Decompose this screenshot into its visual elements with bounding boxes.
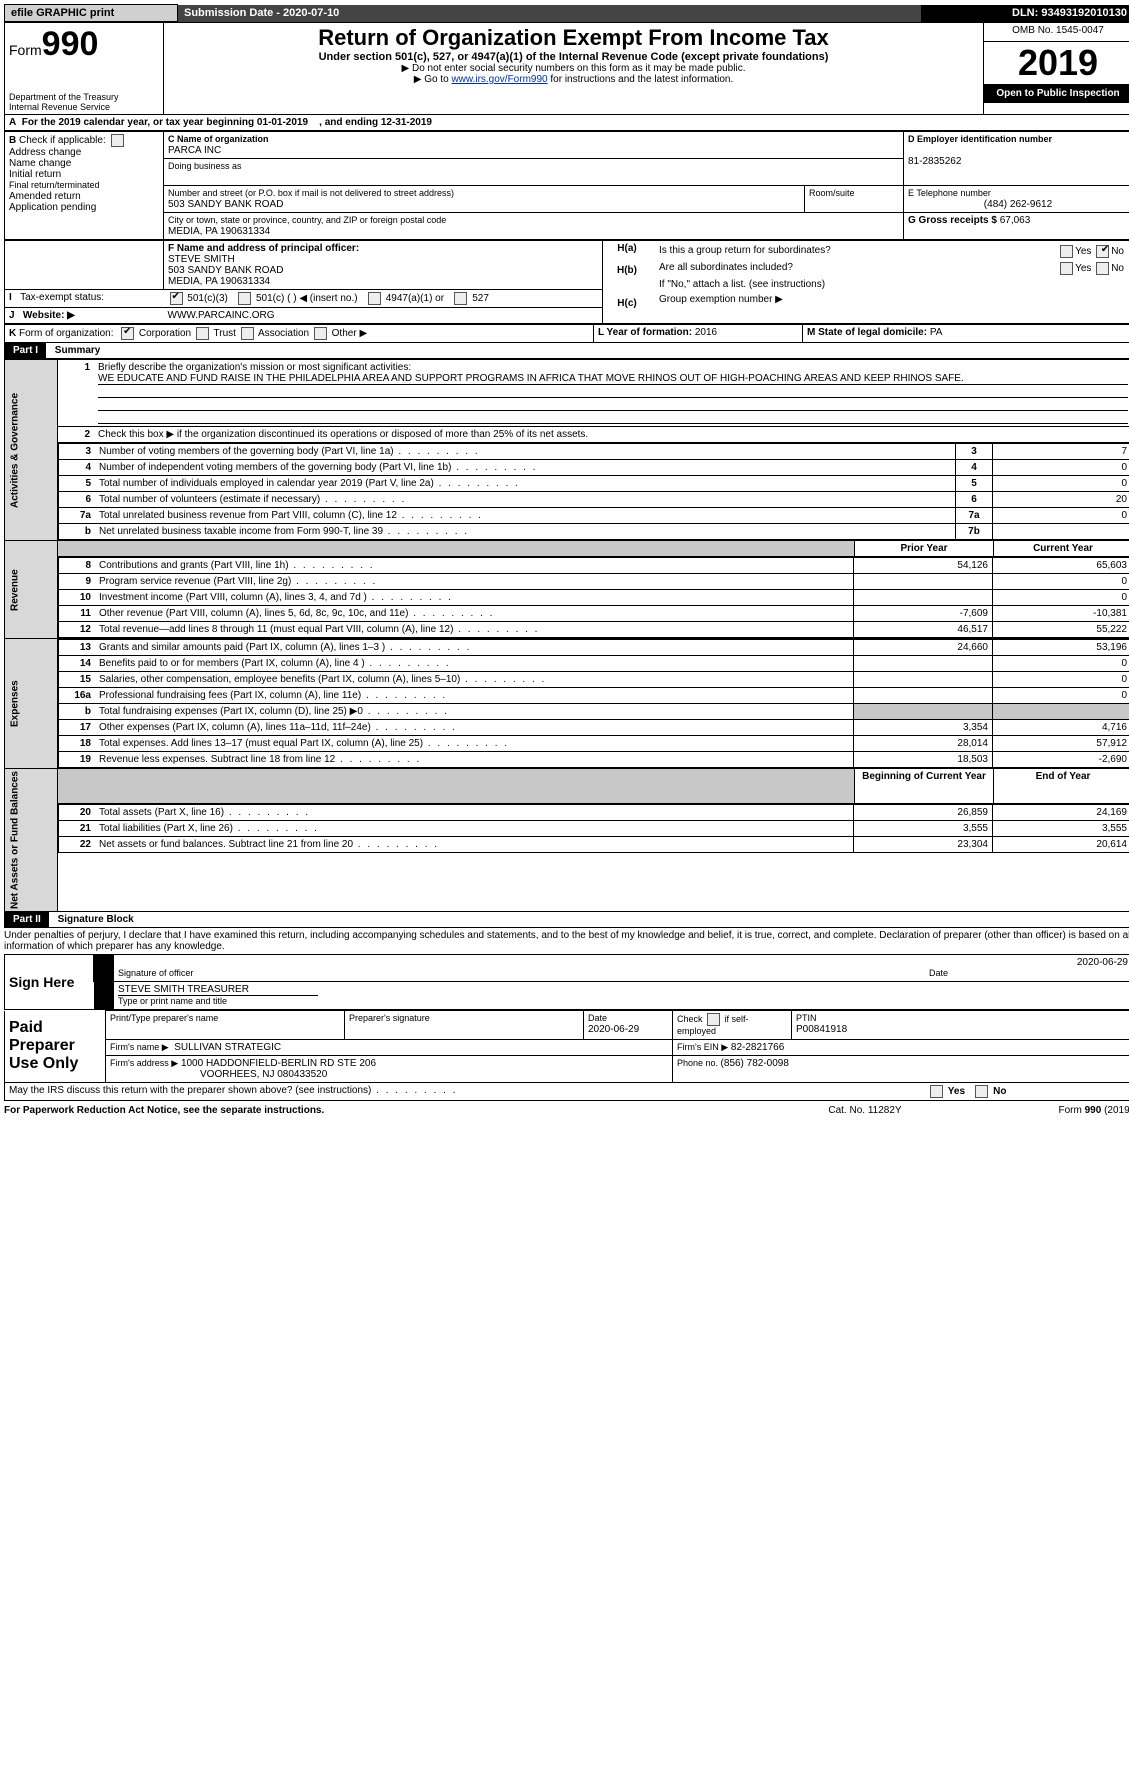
sign-here-label: Sign Here [5,955,94,1010]
gross-receipts: 67,063 [1000,215,1031,226]
telephone: (484) 262-9612 [908,199,1128,210]
checkbox-hb-no[interactable] [1096,262,1109,275]
table-row: 9 Program service revenue (Part VIII, li… [59,574,1129,590]
table-row: 6 Total number of volunteers (estimate i… [59,492,1129,508]
table-row: 14 Benefits paid to or for members (Part… [59,656,1129,672]
dept-treasury: Department of the Treasury [9,92,159,102]
officer-print-name: STEVE SMITH TREASURER [118,984,318,996]
table-row: 22 Net assets or fund balances. Subtract… [59,836,1129,852]
table-row: 10 Investment income (Part VIII, column … [59,590,1129,606]
line-a: A For the 2019 calendar year, or tax yea… [4,115,1129,131]
revenue-rows: 8 Contributions and grants (Part VIII, l… [58,557,1129,638]
officer-name: STEVE SMITH [168,254,235,265]
form-header: Form990 Department of the Treasury Inter… [4,22,1129,115]
state-domicile: PA [930,327,943,338]
firm-ein: 82-2821766 [731,1042,784,1053]
table-row: 18 Total expenses. Add lines 13–17 (must… [59,736,1129,752]
top-bar: efile GRAPHIC print Submission Date - 20… [4,4,1129,22]
signature-block: Sign Here 2020-06-29 Signature of office… [4,954,1129,1010]
firm-phone: (856) 782-0098 [721,1058,789,1069]
side-activities: Activities & Governance [5,360,58,541]
side-expenses: Expenses [5,639,58,769]
page-footer: For Paperwork Reduction Act Notice, see … [4,1103,1129,1118]
table-row: 15 Salaries, other compensation, employe… [59,672,1129,688]
table-row: 16a Professional fundraising fees (Part … [59,688,1129,704]
form-subtitle: Under section 501(c), 527, or 4947(a)(1)… [168,51,979,63]
block-k-l-m: K Form of organization: Corporation Trus… [4,324,1129,343]
ptin: P00841918 [796,1024,847,1035]
table-row: 7a Total unrelated business revenue from… [59,508,1129,524]
checkbox-ha-no[interactable] [1096,245,1109,258]
form-note-2: ▶ Go to www.irs.gov/Form990 for instruct… [168,74,979,85]
dln-cell: DLN: 93493192010130 [921,5,1129,22]
table-row: b Net unrelated business taxable income … [59,524,1129,540]
table-row: 8 Contributions and grants (Part VIII, l… [59,558,1129,574]
checkbox-may-irs-no[interactable] [975,1085,988,1098]
penalty-text: Under penalties of perjury, I declare th… [4,928,1129,954]
part-1-header: Part I Summary [4,343,1129,359]
form-note-1: ▶ Do not enter social security numbers o… [168,63,979,74]
block-b-to-g: B Check if applicable: Address change Na… [4,131,1129,240]
open-to-public: Open to Public Inspection [984,84,1129,103]
table-row: 19 Revenue less expenses. Subtract line … [59,752,1129,768]
table-row: 12 Total revenue—add lines 8 through 11 … [59,622,1129,638]
website: WWW.PARCAINC.ORG [168,310,275,321]
ein: 81-2835262 [908,156,961,167]
governance-rows: 3 Number of voting members of the govern… [58,443,1129,540]
firm-name: SULLIVAN STRATEGIC [174,1042,281,1053]
table-row: 13 Grants and similar amounts paid (Part… [59,640,1129,656]
side-revenue: Revenue [5,541,58,639]
side-netassets: Net Assets or Fund Balances [5,769,58,912]
mission-text: WE EDUCATE AND FUND RAISE IN THE PHILADE… [98,373,1128,385]
org-street: 503 SANDY BANK ROAD [168,199,283,210]
year-formation: 2016 [695,327,717,338]
form-number: Form990 [9,25,159,64]
org-name: PARCA INC [168,145,221,156]
efile-label: efile GRAPHIC print [5,5,178,22]
table-row: 21 Total liabilities (Part X, line 26) 3… [59,820,1129,836]
checkbox-address-change[interactable] [111,134,124,147]
table-row: 5 Total number of individuals employed i… [59,476,1129,492]
checkbox-may-irs-yes[interactable] [930,1085,943,1098]
checkbox-hb-yes[interactable] [1060,262,1073,275]
paid-preparer-block: Paid Preparer Use Only Print/Type prepar… [4,1010,1129,1083]
paid-preparer-label: Paid Preparer Use Only [5,1011,106,1083]
table-row: 3 Number of voting members of the govern… [59,444,1129,460]
sig-date: 2020-06-29 [1077,957,1128,968]
omb-number: OMB No. 1545-0047 [984,23,1129,42]
firm-address-2: VOORHEES, NJ 080433520 [200,1069,327,1080]
tax-year: 2019 [984,42,1129,84]
part-2-header: Part II Signature Block [4,912,1129,928]
form-title: Return of Organization Exempt From Incom… [168,25,979,51]
dept-irs: Internal Revenue Service [9,102,159,112]
irs-link[interactable]: www.irs.gov/Form990 [451,74,547,85]
expense-rows: 13 Grants and similar amounts paid (Part… [58,639,1129,768]
firm-address-1: 1000 HADDONFIELD-BERLIN RD STE 206 [181,1058,376,1069]
org-city: MEDIA, PA 190631334 [168,226,270,237]
table-row: 20 Total assets (Part X, line 16) 26,859… [59,804,1129,820]
checkbox-self-employed[interactable] [707,1013,720,1026]
table-row: 17 Other expenses (Part IX, column (A), … [59,720,1129,736]
submission-cell: Submission Date - 2020-07-10 [178,5,451,22]
netasset-rows: 20 Total assets (Part X, line 16) 26,859… [58,804,1129,853]
checkbox-ha-yes[interactable] [1060,245,1073,258]
table-row: 4 Number of independent voting members o… [59,460,1129,476]
table-row: b Total fundraising expenses (Part IX, c… [59,704,1129,720]
checkbox-501c3[interactable] [170,292,183,305]
block-f-h: F Name and address of principal officer:… [4,240,1129,324]
table-row: 11 Other revenue (Part VIII, column (A),… [59,606,1129,622]
may-irs-row: May the IRS discuss this return with the… [4,1083,1129,1101]
part-1-body: Activities & Governance 1 Briefly descri… [4,359,1129,912]
checkbox-corporation[interactable] [121,327,134,340]
